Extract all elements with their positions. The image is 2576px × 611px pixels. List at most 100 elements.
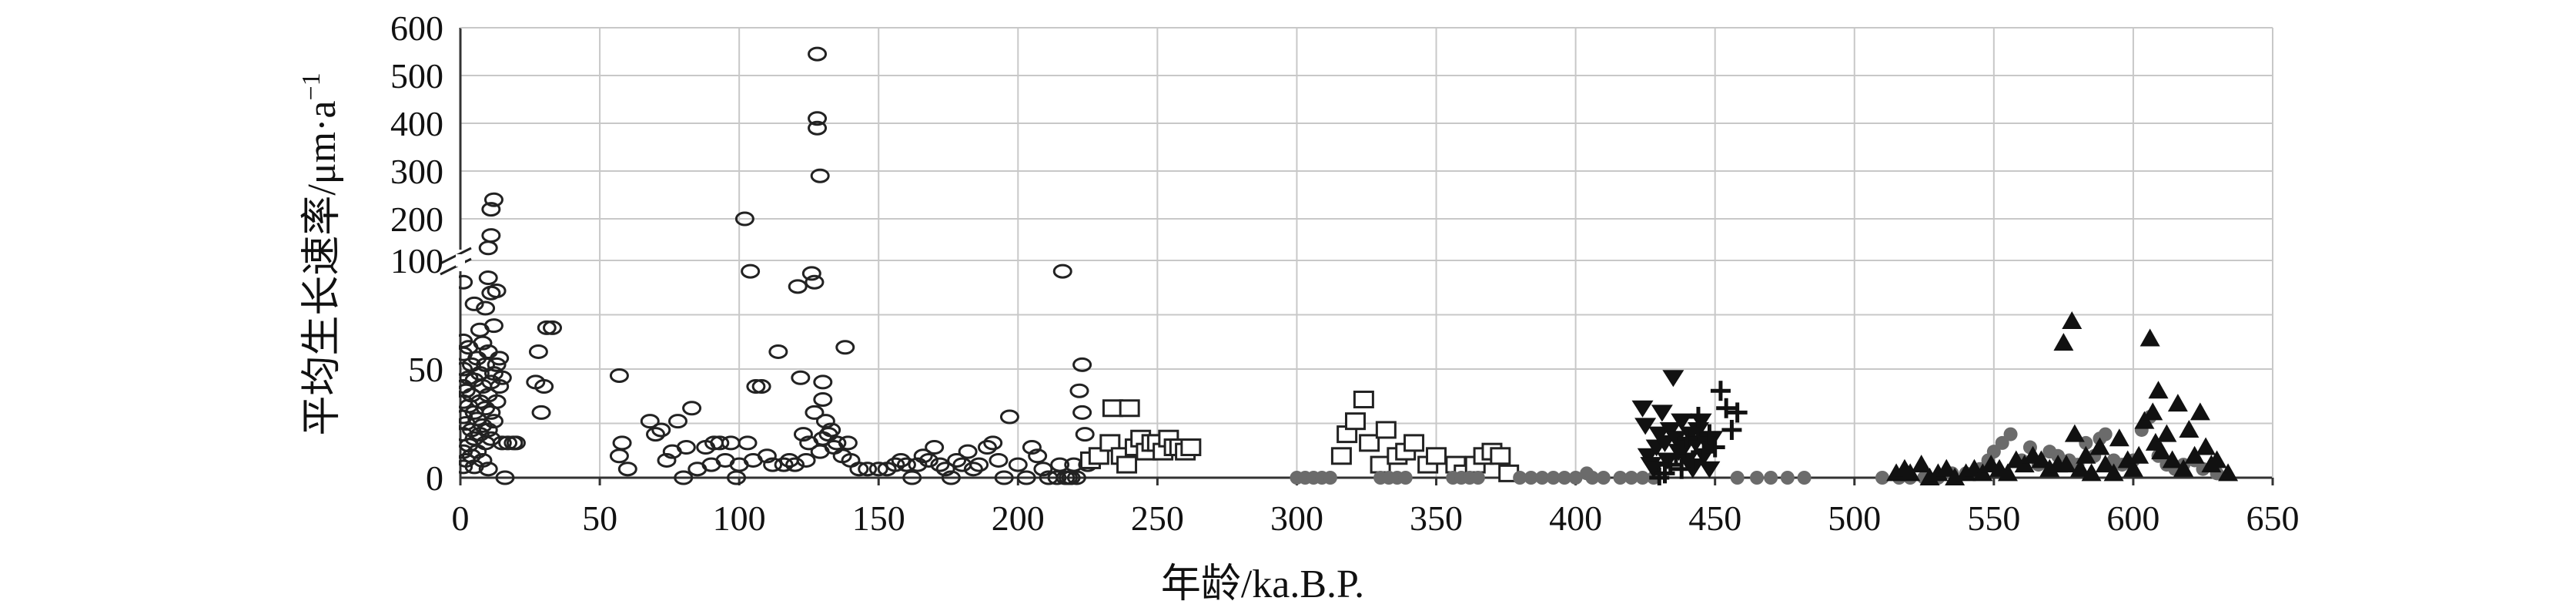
- data-point: [2123, 458, 2143, 477]
- data-point: [1345, 412, 1367, 431]
- data-point: [2089, 437, 2110, 455]
- data-point: [1535, 471, 1550, 485]
- data-point: [2196, 437, 2216, 455]
- data-point: [1780, 471, 1795, 485]
- data-point: [459, 274, 473, 290]
- data-point: [495, 470, 515, 485]
- data-point: [891, 452, 911, 468]
- data-point: [908, 457, 928, 472]
- data-point: [473, 418, 493, 433]
- data-point: [674, 470, 694, 485]
- data-point: [793, 427, 813, 442]
- data-point: [473, 335, 493, 351]
- data-point: [531, 405, 551, 420]
- data-point: [741, 264, 761, 279]
- data-point: [1682, 450, 1703, 471]
- data-point: [1568, 471, 1583, 485]
- data-point: [947, 452, 967, 468]
- data-point: [459, 459, 473, 475]
- data-point: [958, 444, 978, 459]
- data-point: [1052, 264, 1072, 279]
- data-point: [994, 470, 1014, 485]
- data-point: [858, 462, 878, 477]
- data-point: [478, 422, 498, 438]
- data-point: [1687, 421, 1709, 439]
- data-point: [751, 379, 771, 394]
- data-point: [1673, 439, 1695, 457]
- data-point: [1403, 434, 1425, 452]
- data-point: [464, 296, 484, 311]
- axis-break-gap: [456, 254, 465, 267]
- data-point: [528, 344, 548, 359]
- y-axis-title-superscript: −1: [297, 72, 326, 100]
- data-point: [617, 462, 637, 477]
- data-point: [1116, 455, 1138, 474]
- data-point: [1750, 471, 1765, 485]
- data-point: [1634, 418, 1657, 435]
- data-point: [487, 283, 507, 298]
- data-point: [478, 270, 498, 286]
- data-point: [941, 470, 961, 485]
- data-point: [1716, 398, 1737, 418]
- data-point: [1995, 435, 2009, 450]
- data-point: [1022, 440, 1042, 455]
- data-point: [1585, 471, 1600, 485]
- data-point: [983, 435, 1003, 451]
- x-tick-label: 600: [2106, 499, 2159, 538]
- y-tick-label: 500: [390, 56, 443, 96]
- data-point: [1490, 447, 1511, 465]
- data-point: [1635, 471, 1650, 485]
- data-point: [1900, 463, 1921, 482]
- data-point: [1643, 461, 1665, 478]
- data-point: [896, 457, 916, 472]
- x-tick-label: 350: [1410, 499, 1463, 538]
- data-point: [1613, 471, 1628, 485]
- data-point: [1513, 471, 1527, 485]
- data-point: [1524, 471, 1538, 485]
- data-point: [1797, 471, 1812, 485]
- data-point: [2095, 455, 2116, 473]
- x-tick-label: 250: [1131, 499, 1184, 538]
- x-tick-label: 500: [1828, 499, 1881, 538]
- data-point: [1008, 457, 1028, 472]
- data-point: [1426, 447, 1447, 465]
- data-point: [490, 379, 510, 394]
- y-axis-title-main: 平均生长速率/μm·a: [300, 101, 344, 436]
- y-tick-label: 100: [390, 241, 443, 280]
- data-point: [1050, 457, 1070, 472]
- data-point: [2143, 402, 2163, 421]
- tick-labels: 0 50 100 150 200 250 300 350 400 450 500 550 600 650 0…: [390, 8, 2300, 538]
- data-point: [1875, 471, 1889, 485]
- data-point: [478, 462, 498, 477]
- data-points: [459, 46, 2239, 485]
- data-point: [2173, 458, 2194, 477]
- data-point: [1688, 407, 1708, 428]
- data-point: [1075, 427, 1095, 442]
- x-tick-label: 400: [1549, 499, 1602, 538]
- data-point: [930, 457, 950, 472]
- data-point: [785, 457, 805, 472]
- data-point: [490, 351, 510, 366]
- data-point: [483, 192, 503, 207]
- data-point: [2139, 328, 2160, 347]
- data-point: [1986, 445, 2001, 459]
- data-point: [1936, 458, 1957, 477]
- data-point: [2056, 455, 2077, 473]
- data-point: [2064, 424, 2085, 442]
- svg-text:平均生长速率/μm·a−1: 平均生长速率/μm·a−1: [297, 72, 344, 435]
- x-tick-label: 650: [2246, 499, 2300, 538]
- data-point: [1721, 419, 1742, 440]
- data-point: [1671, 413, 1693, 431]
- x-tick-label: 0: [452, 499, 470, 538]
- data-point: [498, 435, 518, 451]
- data-point: [805, 405, 825, 420]
- x-tick-label: 450: [1688, 499, 1741, 538]
- data-point: [2167, 394, 2188, 412]
- data-point: [1764, 471, 1778, 485]
- data-point: [838, 435, 858, 451]
- data-point: [1664, 431, 1687, 448]
- x-tick-label: 550: [1967, 499, 2020, 538]
- x-axis-title: 年龄/ka.B.P.: [1161, 562, 1364, 606]
- y-tick-label: 0: [426, 458, 443, 498]
- data-point: [788, 279, 808, 294]
